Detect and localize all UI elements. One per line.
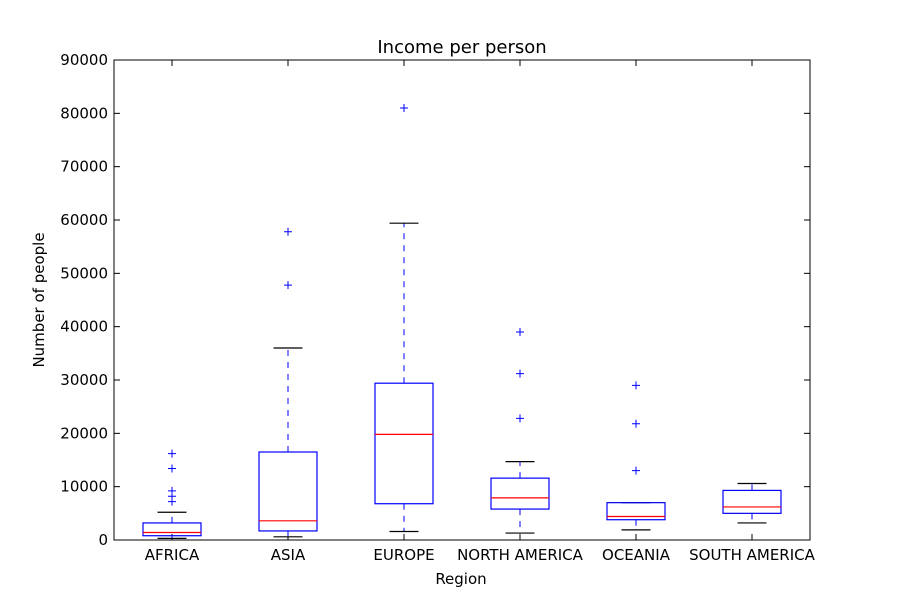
y-axis-label: Number of people xyxy=(30,232,48,367)
y-tick-label: 80000 xyxy=(60,104,108,122)
x-tick-label: AFRICA xyxy=(145,546,200,564)
x-tick-label: OCEANIA xyxy=(602,546,671,564)
outlier-marker xyxy=(516,369,524,378)
outlier-marker xyxy=(168,464,176,473)
x-tick-label: SOUTH AMERICA xyxy=(689,546,816,564)
outlier-marker xyxy=(284,281,292,290)
outlier-marker xyxy=(632,466,640,475)
outlier-marker xyxy=(284,227,292,236)
y-tick-label: 50000 xyxy=(60,264,108,282)
y-tick-label: 90000 xyxy=(60,51,108,69)
y-tick-label: 70000 xyxy=(60,158,108,176)
outlier-marker xyxy=(516,328,524,336)
outlier-marker xyxy=(516,414,524,423)
outlier-marker xyxy=(400,104,408,112)
outlier-marker xyxy=(632,381,640,390)
box-iqr xyxy=(490,477,550,510)
box-iqr xyxy=(142,522,202,537)
plot-area: 0 10000 20000 30000 40000 50000 60000 70000 8000… xyxy=(60,51,815,564)
y-tick-label: 0 xyxy=(98,531,108,549)
x-tick-label: NORTH AMERICA xyxy=(457,546,584,564)
y-tick-label: 60000 xyxy=(60,211,108,229)
box-iqr xyxy=(606,502,666,521)
y-tick-label: 20000 xyxy=(60,424,108,442)
box-iqr xyxy=(722,489,782,514)
axes-frame xyxy=(113,59,811,541)
y-tick-label: 30000 xyxy=(60,371,108,389)
outlier-marker xyxy=(632,419,640,428)
x-tick-label: ASIA xyxy=(271,546,306,564)
x-tick-label: EUROPE xyxy=(373,546,434,564)
box-iqr xyxy=(258,451,318,532)
outlier-marker xyxy=(168,449,176,458)
y-tick-label: 40000 xyxy=(60,318,108,336)
x-axis-label: Region xyxy=(435,570,486,588)
outlier-marker xyxy=(168,486,176,495)
box-iqr xyxy=(374,382,434,505)
y-tick-label: 10000 xyxy=(60,478,108,496)
chart-title: Income per person xyxy=(377,37,546,58)
